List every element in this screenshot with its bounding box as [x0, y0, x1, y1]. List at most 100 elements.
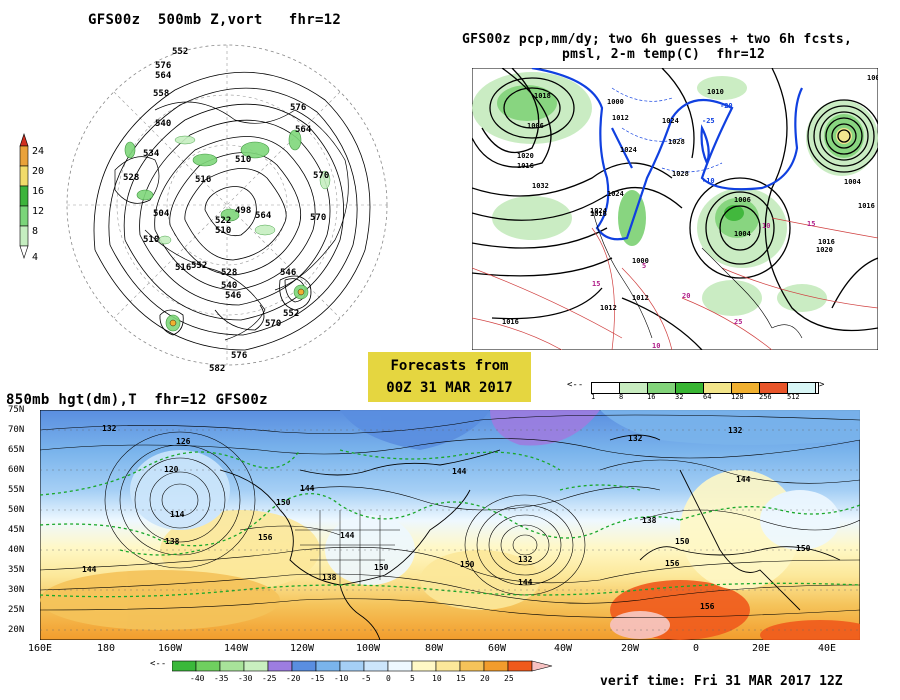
panel-pcp-title: GFS00z pcp,mm/dy; two 6h guesses + two 6…	[462, 32, 852, 62]
temp-cb-tick: 5	[410, 674, 415, 683]
cb500-tick-12: 12	[32, 206, 45, 217]
pmsl-label: 1024	[620, 146, 637, 154]
z500-label: 558	[153, 89, 169, 99]
z500-label: 516	[195, 175, 211, 185]
z850-label: 150	[675, 537, 690, 546]
temp-cb-tick: -30	[238, 674, 253, 683]
panel500-colorbar-svg	[19, 133, 29, 259]
lon-label: 100W	[356, 643, 381, 654]
lon-label: 20W	[621, 643, 640, 654]
temp-label-blue: -20	[720, 102, 733, 110]
pmsl-label: 1032	[532, 182, 549, 190]
z500-label: 534	[143, 149, 160, 159]
pcp-cb-arrow-right: >	[819, 380, 825, 390]
temp-label-magenta: 15	[592, 280, 600, 288]
z850-label: 156	[258, 533, 273, 542]
z850-label: 144	[300, 484, 315, 493]
z500-label: 498	[235, 206, 251, 216]
pmsl-label: 1004	[734, 230, 751, 238]
temp-cb-tick: -10	[334, 674, 349, 683]
lat-label: 55N	[8, 485, 25, 495]
lat-label: 60N	[8, 465, 25, 475]
z500-label: 564	[255, 211, 272, 221]
panel500-colorbar: 24 20 16 12 8 4	[18, 132, 58, 272]
z500-label: 576	[290, 103, 306, 113]
lat-label: 65N	[8, 445, 25, 455]
lon-label: 160E	[28, 643, 53, 654]
pcp-cb-bar	[591, 382, 819, 394]
z500-label: 528	[123, 173, 139, 183]
pmsl-label: 1000	[607, 98, 624, 106]
z850-label: 120	[164, 465, 179, 474]
z850-label: 144	[82, 565, 97, 574]
lat-label: 70N	[8, 425, 25, 435]
z850-label: 114	[170, 510, 185, 519]
cb500-tick-24: 24	[32, 146, 45, 157]
z500-label: 564	[295, 125, 312, 135]
pmsl-label: 1016	[502, 318, 519, 326]
pcp-cb-tick: 128	[731, 393, 744, 401]
pmsl-label: 1006	[734, 196, 751, 204]
z500-label: 570	[310, 213, 326, 223]
z500-label: 546	[225, 291, 241, 301]
pcp-cb-tick: 1	[591, 393, 596, 401]
lat-label: 20N	[8, 625, 25, 635]
z500-label: 564	[155, 71, 172, 81]
temp-label-magenta: 10	[652, 342, 660, 350]
lat-label: 25N	[8, 605, 25, 615]
temp-cb-tick: -5	[361, 674, 371, 683]
lat-label: 50N	[8, 505, 25, 515]
temp-cb-tick: -15	[310, 674, 325, 683]
z500-label: 510	[215, 226, 231, 236]
temp-cb-tick: -20	[286, 674, 301, 683]
z850-label: 138	[642, 516, 657, 525]
lon-label: 60W	[488, 643, 507, 654]
lat-label: 40N	[8, 545, 25, 555]
forecast-line2: 00Z 31 MAR 2017	[386, 380, 513, 396]
z850-label: 132	[628, 434, 643, 443]
lat-label: 35N	[8, 565, 25, 575]
z500-label: 504	[153, 209, 170, 219]
temp-cb-arrow-left: <--	[150, 659, 167, 669]
pcp-cb-tick: 32	[675, 393, 684, 401]
lon-label: 80W	[425, 643, 444, 654]
pcp-cb-tick: 16	[647, 393, 656, 401]
z850-label: 132	[728, 426, 743, 435]
z850-label: 150	[460, 560, 475, 569]
z850-label: 144	[340, 531, 355, 540]
pmsl-label: 1028	[672, 170, 689, 178]
pcp-colorbar: <-- > 1 8 16 32 64 128 256 512	[567, 380, 827, 406]
pmsl-label: 1016	[517, 162, 534, 170]
temp-cb-tick: -35	[214, 674, 229, 683]
pcp-cb-tick: 8	[619, 393, 624, 401]
temp-cb-tick: 10	[432, 674, 442, 683]
temp-cb-tick: 15	[456, 674, 466, 683]
temp-label-magenta: 5	[642, 262, 646, 270]
forecast-info-box: Forecasts from 00Z 31 MAR 2017	[368, 352, 531, 402]
pmsl-label: 1024	[590, 207, 607, 215]
lon-label: 20E	[752, 643, 771, 654]
verif-time: verif time: Fri 31 MAR 2017 12Z	[600, 674, 843, 689]
z850-label: 150	[796, 544, 811, 553]
panel850-map: 132 126 120 114 138 144 150 156 144 144 …	[40, 410, 860, 640]
pmsl-label: 1012	[612, 114, 629, 122]
temp-cb-tick: 20	[480, 674, 490, 683]
pmsl-label: 1024	[607, 190, 624, 198]
pmsl-label: 1020	[517, 152, 534, 160]
temp-label-blue: -25	[702, 117, 715, 125]
z850-label: 132	[102, 424, 117, 433]
cb500-tick-20: 20	[32, 166, 45, 177]
pcp-cb-cell	[592, 383, 620, 393]
z850-label: 144	[736, 475, 751, 484]
temp-cb-tick: 25	[504, 674, 514, 683]
z500-label: 570	[265, 319, 281, 329]
z500-label: 522	[215, 216, 231, 226]
temp-cb-tick: -25	[262, 674, 277, 683]
z850-label: 138	[165, 537, 180, 546]
z500-label: 552	[191, 261, 207, 271]
lon-label: 120W	[290, 643, 315, 654]
pcp-cb-cell	[620, 383, 648, 393]
pmsl-label: 1012	[632, 294, 649, 302]
pcp-cb-cell	[788, 383, 816, 393]
lat-label: 30N	[8, 585, 25, 595]
